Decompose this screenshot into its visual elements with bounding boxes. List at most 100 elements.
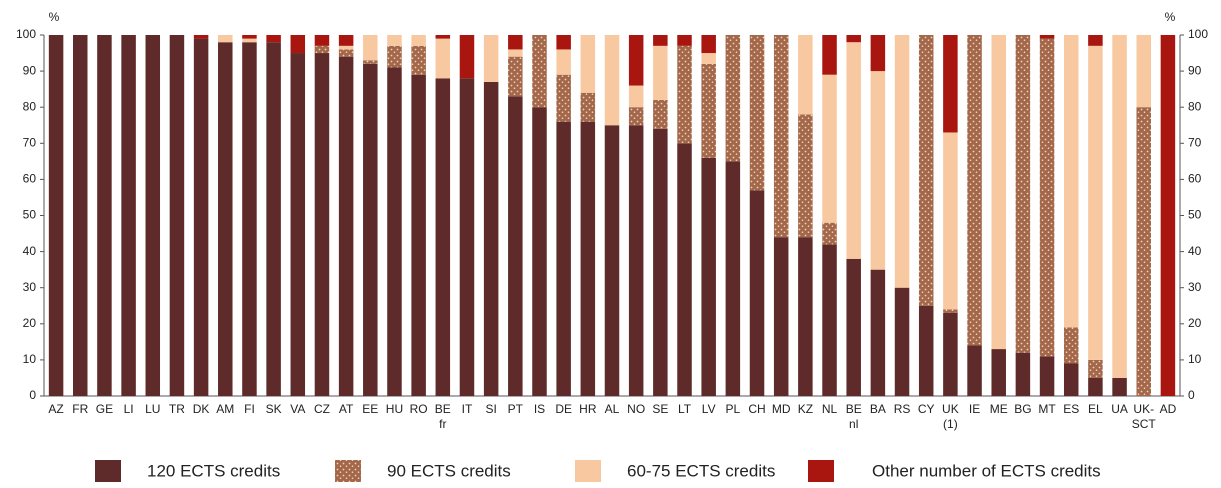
bar-segment	[677, 45, 692, 144]
bar-segment	[943, 35, 958, 133]
bar-segment	[1112, 377, 1127, 396]
bar-segment	[290, 53, 306, 397]
bar-segment	[1039, 38, 1055, 357]
y2-tick-label: 20	[1188, 316, 1202, 330]
bar-segment	[1088, 377, 1103, 396]
bar-segment	[628, 125, 644, 396]
bar-segment	[1088, 359, 1103, 378]
bar-segment	[508, 49, 523, 57]
x-tick-label: BA	[870, 402, 886, 416]
bar-segment	[1112, 35, 1127, 378]
bar-segment	[628, 107, 644, 126]
x-tick-label: GE	[96, 402, 113, 416]
bar-segment	[918, 35, 934, 306]
x-tick-label: BE nl	[846, 402, 862, 431]
bar-segment	[991, 35, 1006, 350]
y-tick-label: 60	[23, 172, 37, 186]
x-tick-label: RS	[894, 402, 911, 416]
y2-tick-label: 80	[1188, 99, 1202, 113]
legend-swatch	[575, 460, 601, 482]
y2-tick-label: 70	[1188, 135, 1202, 149]
bar-segment	[918, 305, 934, 396]
bar-segment	[846, 42, 861, 259]
bar-segment	[363, 63, 378, 396]
y2-tick-label: 0	[1188, 388, 1195, 402]
legend-label: 60-75 ECTS credits	[627, 461, 775, 480]
x-tick-label: BG	[1014, 402, 1031, 416]
bar-segment	[580, 121, 596, 396]
bar-segment	[411, 35, 426, 46]
bar-segment	[822, 35, 837, 75]
x-tick-label: UA	[1111, 402, 1128, 416]
bar-segment	[314, 35, 330, 46]
bar-segment	[580, 35, 596, 93]
bar-segment	[653, 99, 668, 129]
bar-segment	[338, 56, 354, 396]
x-tick-label: PL	[726, 402, 741, 416]
x-tick-label: SK	[266, 402, 282, 416]
y2-tick-label: 30	[1188, 280, 1202, 294]
bar-segment	[266, 42, 281, 396]
x-tick-label: NO	[627, 402, 645, 416]
bar-segment	[193, 38, 209, 397]
bar-segment	[653, 35, 668, 46]
bar-segment	[1160, 35, 1176, 396]
y2-axis-label: %	[1165, 10, 1176, 24]
bar-segment	[701, 53, 716, 64]
bar-segment	[218, 35, 233, 43]
bar-segment	[193, 35, 209, 39]
bar-segment	[1015, 35, 1031, 353]
x-tick-label: LV	[702, 402, 716, 416]
x-tick-label: ME	[990, 402, 1008, 416]
x-tick-label: DE	[555, 402, 572, 416]
x-tick-label: MT	[1038, 402, 1056, 416]
x-tick-label: DK	[193, 402, 210, 416]
y2-tick-label: 100	[1188, 27, 1208, 41]
bar-segment	[387, 35, 402, 46]
bar-segment	[580, 92, 596, 122]
bar-segment	[967, 35, 982, 346]
bar-segment	[459, 78, 475, 396]
bar-segment	[411, 45, 426, 75]
bar-segment	[870, 35, 886, 72]
x-tick-label: IT	[462, 402, 473, 416]
bar-segment	[1063, 327, 1079, 364]
y-tick-label: 40	[23, 244, 37, 258]
bar-segment	[508, 96, 523, 397]
x-tick-label: LU	[145, 402, 160, 416]
bar-segment	[967, 345, 982, 396]
bar-segment	[1063, 35, 1079, 328]
x-tick-label: HU	[386, 402, 403, 416]
bar-segment	[749, 35, 765, 191]
x-tick-label: RO	[410, 402, 428, 416]
bar-segment	[1088, 45, 1103, 360]
bar-segment	[435, 35, 451, 39]
bar-segment	[1063, 363, 1079, 396]
bar-segment	[242, 38, 257, 43]
bar-segment	[822, 244, 837, 396]
bar-segment	[653, 128, 668, 397]
bar-segment	[1136, 107, 1151, 396]
bar-segment	[773, 237, 789, 396]
y2-tick-label: 50	[1188, 208, 1202, 222]
bar-segment	[1136, 35, 1151, 108]
bar-segment	[1039, 35, 1055, 39]
bar-segment	[677, 143, 692, 396]
legend-swatch	[335, 460, 361, 482]
bar-segment	[701, 63, 716, 158]
bar-segment	[508, 56, 523, 97]
bar-segment	[266, 35, 281, 43]
x-tick-label: IS	[534, 402, 545, 416]
bar-segment	[604, 125, 620, 396]
bar-segment	[1039, 356, 1055, 396]
x-tick-label: AL	[605, 402, 620, 416]
bar-segment	[846, 35, 861, 43]
bar-segment	[435, 38, 451, 79]
y-tick-label: 50	[23, 208, 37, 222]
bar-segment	[363, 60, 378, 64]
x-tick-label: PT	[508, 402, 524, 416]
bar-segment	[556, 35, 571, 50]
bar-segment	[943, 309, 958, 313]
x-tick-label: AT	[339, 402, 354, 416]
y-tick-label: 80	[23, 99, 37, 113]
